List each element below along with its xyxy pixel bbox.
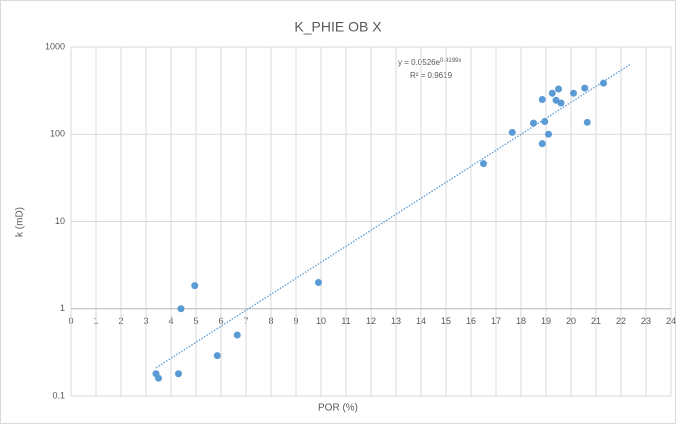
trend-equation: y = 0.0526e0.4199x <box>398 58 461 68</box>
y-tick-label: 10 <box>55 216 65 226</box>
point <box>541 118 549 126</box>
point <box>177 305 185 313</box>
x-axis-title: POR (%) <box>318 403 358 414</box>
y-tick-label: 1 <box>60 303 65 313</box>
chart-title: K_PHIE OB X <box>294 19 382 35</box>
point <box>175 370 182 378</box>
y-tick-label: 0.1 <box>52 390 65 400</box>
point <box>545 130 552 138</box>
point <box>155 374 162 382</box>
point <box>581 84 589 92</box>
point <box>548 89 556 97</box>
r-squared: R² = 0.9619 <box>410 71 453 80</box>
point <box>583 118 591 126</box>
point <box>538 140 546 148</box>
point <box>530 119 537 127</box>
point <box>191 282 199 290</box>
point <box>557 99 565 107</box>
equation-exponent: 0.4199x <box>440 58 461 64</box>
point <box>600 79 607 87</box>
equation: y = 0.0526e <box>398 58 441 67</box>
y-tick-label: 100 <box>50 129 65 139</box>
point <box>508 128 516 136</box>
point <box>213 352 221 360</box>
y-tick-label: 1000 <box>45 41 65 51</box>
point <box>315 278 322 286</box>
point <box>480 160 487 168</box>
point <box>538 96 546 104</box>
point <box>555 85 562 93</box>
y-axis-title: k (mD) <box>15 207 26 237</box>
point <box>233 331 241 339</box>
trendline <box>155 63 632 369</box>
point <box>570 89 577 97</box>
